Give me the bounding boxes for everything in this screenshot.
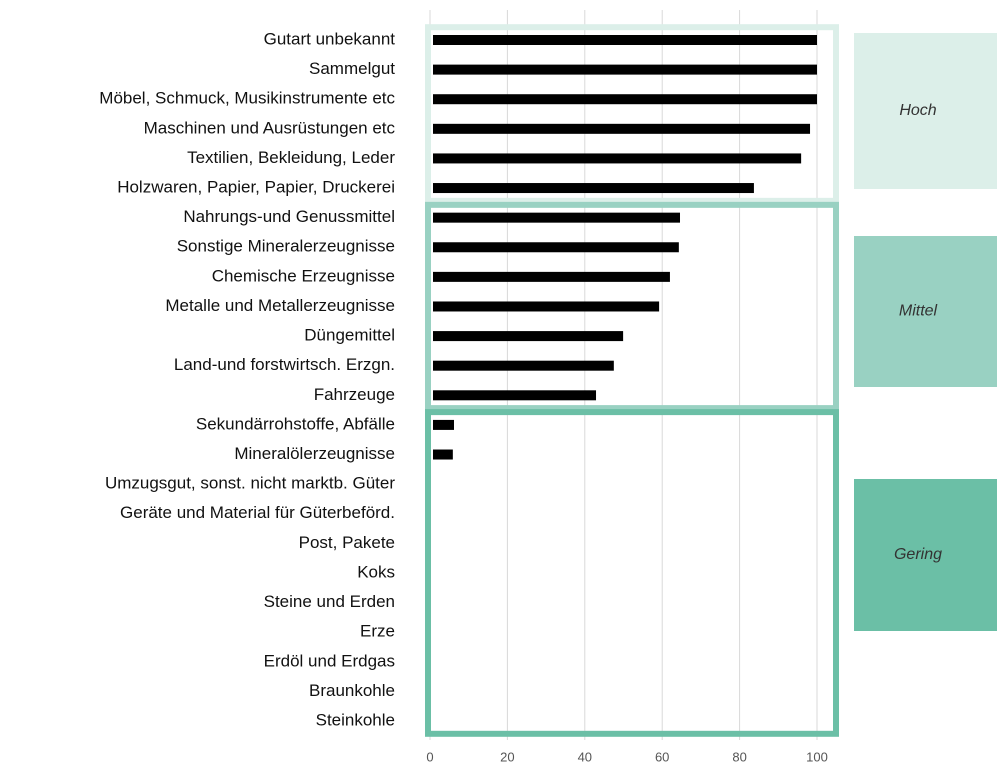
x-tick-label: 40: [578, 749, 592, 764]
y-tick-label: Braunkohle: [309, 681, 395, 700]
y-tick-label: Holzwaren, Papier, Papier, Druckerei: [117, 178, 395, 197]
y-tick-label: Maschinen und Ausrüstungen etc: [144, 118, 396, 137]
bar: [433, 123, 811, 134]
group-box: [425, 201, 839, 412]
group-label: Mittel: [899, 303, 938, 320]
group-label: Hoch: [899, 102, 936, 119]
bar: [433, 212, 681, 223]
y-tick-label: Geräte und Material für Güterbeförd.: [120, 503, 395, 522]
x-tick-label: 100: [806, 749, 828, 764]
y-tick-label: Düngemittel: [304, 326, 395, 345]
y-tick-label: Nahrungs-und Genussmittel: [183, 207, 395, 226]
y-tick-label: Mineralölerzeugnisse: [234, 444, 395, 463]
y-tick-label: Umzugsgut, sonst. nicht marktb. Güter: [105, 474, 395, 493]
bar: [433, 271, 670, 282]
y-tick-label: Sekundärrohstoffe, Abfälle: [196, 414, 395, 433]
bar: [433, 449, 453, 460]
y-tick-label: Textilien, Bekleidung, Leder: [187, 148, 395, 167]
bar: [433, 301, 660, 312]
y-tick-label: Steine und Erden: [264, 592, 395, 611]
y-tick-label: Erdöl und Erdgas: [264, 651, 395, 670]
group-label: Gering: [894, 546, 942, 563]
y-tick-label: Möbel, Schmuck, Musikinstrumente etc: [99, 89, 395, 108]
y-tick-label: Land-und forstwirtsch. Erzgn.: [174, 355, 395, 374]
group-box: [425, 409, 839, 737]
x-tick-label: 80: [732, 749, 746, 764]
y-tick-label: Gutart unbekannt: [264, 29, 396, 48]
y-tick-label: Sonstige Mineralerzeugnisse: [177, 237, 395, 256]
x-tick-label: 20: [500, 749, 514, 764]
bar: [433, 390, 597, 401]
bar: [433, 35, 817, 45]
y-tick-label: Steinkohle: [316, 710, 395, 729]
bar: [433, 94, 817, 105]
group-panel: [854, 479, 997, 631]
y-tick-label: Koks: [357, 562, 395, 581]
y-tick-label: Sammelgut: [309, 59, 395, 78]
bar: [433, 183, 754, 194]
y-tick-label: Metalle und Metallerzeugnisse: [165, 296, 395, 315]
bar: [433, 419, 454, 430]
y-tick-label: Erze: [360, 622, 395, 641]
bar: [433, 242, 679, 253]
y-tick-label: Chemische Erzeugnisse: [212, 266, 395, 285]
x-tick-label: 60: [655, 749, 669, 764]
group-panel: [854, 33, 997, 189]
y-tick-label: Post, Pakete: [299, 533, 395, 552]
group-box: [425, 24, 839, 204]
y-tick-label: Fahrzeuge: [314, 385, 395, 404]
bar: [433, 360, 614, 371]
bar: [433, 64, 817, 75]
bar: [433, 153, 802, 164]
group-panel: [854, 236, 997, 387]
x-tick-label: 0: [426, 749, 433, 764]
bar: [433, 331, 624, 342]
